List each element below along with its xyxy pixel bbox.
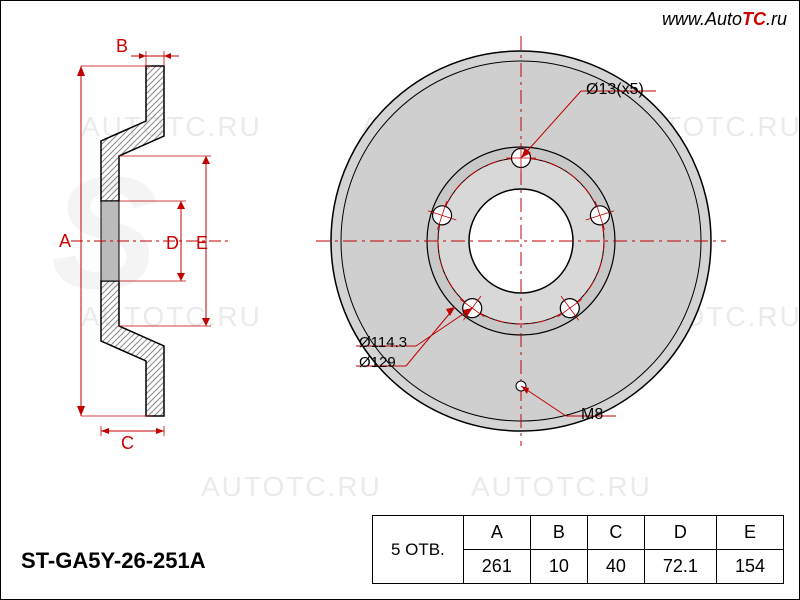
dimension-table: 5 ОТВ. A B C D E 261 10 40 72.1 154: [372, 515, 784, 584]
val-c: 40: [587, 550, 644, 584]
holes-cell: 5 ОТВ.: [372, 516, 463, 584]
url-prefix: www.: [662, 9, 705, 29]
val-a: 261: [463, 550, 530, 584]
dim-label-b: B: [116, 36, 128, 57]
val-e: 154: [716, 550, 783, 584]
col-c: C: [587, 516, 644, 550]
label-ring: Ø129: [359, 354, 396, 371]
url-main: Auto: [705, 9, 742, 29]
col-b: B: [530, 516, 587, 550]
dim-label-e: E: [196, 233, 208, 254]
col-a: A: [463, 516, 530, 550]
label-thread: M8: [581, 406, 603, 424]
site-url: www.AutoTC.ru: [662, 9, 787, 30]
col-e: E: [716, 516, 783, 550]
url-accent: TC: [742, 9, 766, 29]
watermark-8: AUTOTC.RU: [471, 471, 652, 503]
url-suffix: .ru: [766, 9, 787, 29]
side-section-view: [61, 41, 241, 441]
val-b: 10: [530, 550, 587, 584]
watermark-7: AUTOTC.RU: [201, 471, 382, 503]
table-header-row: 5 ОТВ. A B C D E: [372, 516, 783, 550]
dim-label-a: A: [59, 231, 71, 252]
label-pcd: Ø114.3: [359, 334, 407, 351]
front-face-view: [311, 31, 731, 451]
label-bolt: Ø13(x5): [586, 81, 644, 99]
part-number: ST-GA5Y-26-251A: [21, 548, 206, 574]
val-d: 72.1: [644, 550, 716, 584]
col-d: D: [644, 516, 716, 550]
dim-label-c: C: [121, 433, 134, 454]
drawing-container: S AUTOTC.RU AUTOTC.RU AUTOTC.RU AUTOTC.R…: [0, 0, 800, 600]
dim-label-d: D: [166, 233, 179, 254]
